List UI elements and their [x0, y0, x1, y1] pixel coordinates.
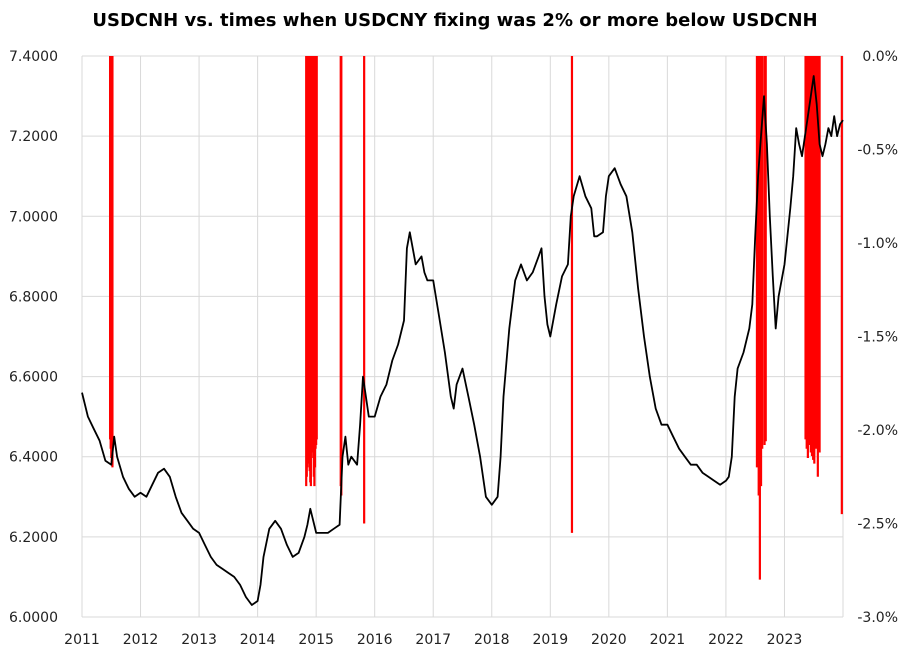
x-tick-label-2: 2013: [181, 632, 217, 648]
y-left-tick-label-6: 6.2000: [9, 530, 58, 546]
chart-title: USDCNH vs. times when USDCNY fixing was …: [92, 10, 818, 31]
usdcnh-line: [81, 75, 844, 606]
y-left-tick-label-1: 7.2000: [9, 129, 58, 145]
x-tick-label-8: 2019: [532, 632, 568, 648]
y-left-tick-label-0: 7.4000: [9, 49, 58, 65]
x-tick-label-3: 2014: [240, 632, 276, 648]
usdcnh-line-layer: [81, 75, 844, 606]
y-right-tick-label-5: -2.5%: [857, 517, 898, 533]
y-right-tick-label-6: -3.0%: [857, 610, 898, 626]
y-left-tick-label-5: 6.4000: [9, 450, 58, 466]
red-bars-layer: [108, 56, 843, 580]
y-right-tick-label-4: -2.0%: [857, 423, 898, 439]
x-tick-label-1: 2012: [123, 632, 159, 648]
y-right-tick-label-0: 0.0%: [862, 49, 898, 65]
x-tick-label-7: 2018: [474, 632, 510, 648]
y-right-tick-label-2: -1.0%: [857, 236, 898, 252]
x-tick-label-5: 2016: [357, 632, 393, 648]
y-left-tick-label-4: 6.6000: [9, 370, 58, 386]
y-left-tick-label-2: 7.0000: [9, 209, 58, 225]
grid-layer: [81, 55, 844, 618]
axis-labels-layer: 7.4000 7.2000 7.0000 6.8000 6.6000 6.4000 6.20…: [9, 49, 898, 648]
x-tick-label-12: 2023: [767, 632, 803, 648]
y-right-tick-label-1: -0.5%: [857, 143, 898, 159]
y-right-tick-label-3: -1.5%: [857, 330, 898, 346]
x-tick-label-0: 2011: [64, 632, 100, 648]
y-left-tick-label-3: 6.8000: [9, 289, 58, 305]
y-left-tick-label-7: 6.0000: [9, 610, 58, 626]
x-tick-label-10: 2021: [650, 632, 686, 648]
x-tick-label-11: 2022: [708, 632, 744, 648]
x-tick-label-9: 2020: [591, 632, 627, 648]
x-tick-label-6: 2017: [415, 632, 451, 648]
x-tick-label-4: 2015: [298, 632, 334, 648]
